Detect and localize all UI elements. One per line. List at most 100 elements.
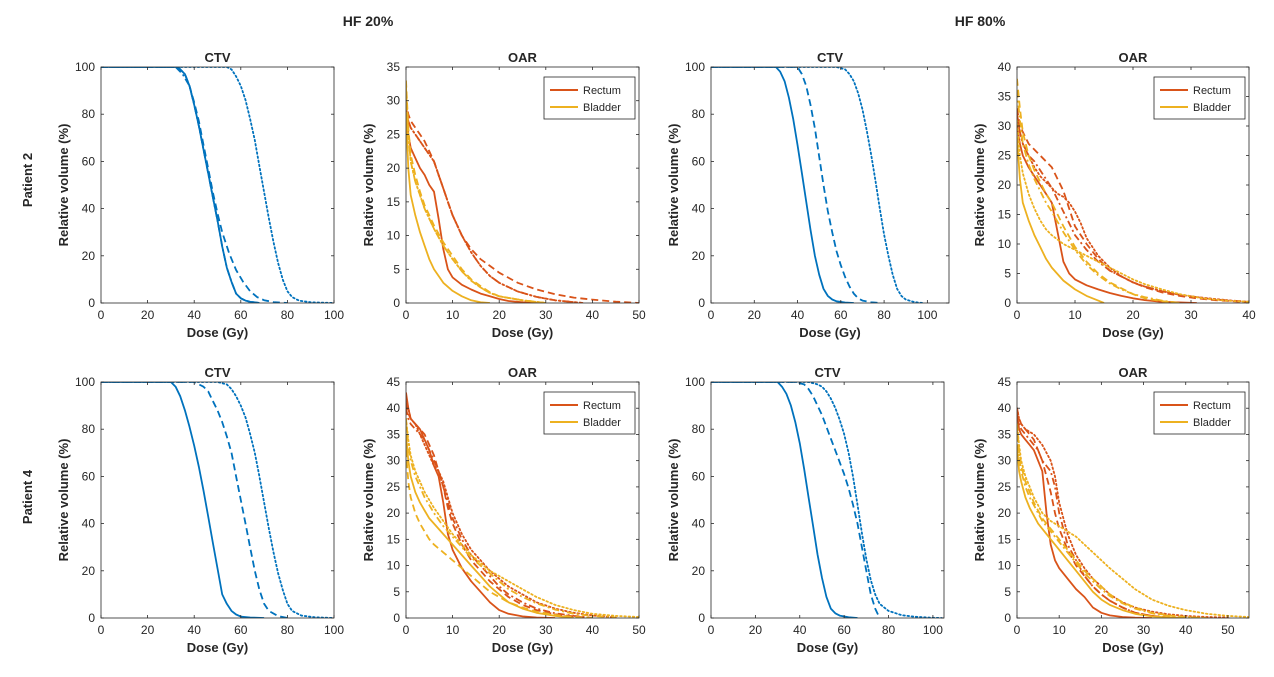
plot-area xyxy=(101,67,334,303)
series-line-ctv-dotted xyxy=(101,382,334,618)
y-tick-label: 35 xyxy=(998,427,1012,441)
y-tick-label: 10 xyxy=(998,237,1012,251)
x-tick-label: 10 xyxy=(446,623,460,637)
y-tick-label: 30 xyxy=(387,454,401,468)
y-tick-label: 100 xyxy=(685,60,705,74)
series-line-rectum-dotted xyxy=(406,396,617,618)
y-tick-label: 5 xyxy=(1004,585,1011,599)
series-line-bladder-solid xyxy=(406,114,490,303)
group-title-hf20: HF 20% xyxy=(343,13,394,29)
y-tick-label: 25 xyxy=(998,149,1012,163)
series-line-rectum-dotted xyxy=(1017,407,1229,618)
y-tick-label: 35 xyxy=(998,90,1012,104)
y-axis-label: Relative volume (%) xyxy=(972,439,987,562)
series-line-ctv-dashdot xyxy=(101,67,260,303)
y-tick-label: 45 xyxy=(387,375,401,389)
x-axis-label: Dose (Gy) xyxy=(187,325,248,340)
y-tick-label: 20 xyxy=(998,178,1012,192)
y-tick-label: 40 xyxy=(692,202,706,216)
series-line-bladder-dotted xyxy=(406,86,547,303)
legend: Rectum Bladder xyxy=(543,391,636,435)
x-tick-label: 60 xyxy=(234,623,248,637)
series-line-bladder-dashdot xyxy=(1017,90,1180,303)
subplot-p2_hf20_ctv: 0 20 40 60 80 100 0 20 40 60 80 100 CTV Dose (Gy) Rela… xyxy=(56,50,344,340)
legend-label-rectum: Rectum xyxy=(583,85,621,97)
y-tick-label: 40 xyxy=(387,401,401,415)
y-tick-label: 15 xyxy=(998,208,1012,222)
y-tick-label: 0 xyxy=(88,611,95,625)
x-tick-label: 10 xyxy=(1053,623,1067,637)
subplot-p2_hf80_oar: 0 10 20 30 40 0 5 10 15 20 25 30 35 40 OAR Dose (Gy) Rel… xyxy=(972,50,1256,340)
series-line-rectum-dashed xyxy=(406,402,593,618)
x-tick-label: 20 xyxy=(141,308,155,322)
x-tick-label: 20 xyxy=(748,308,762,322)
x-tick-label: 40 xyxy=(1242,308,1256,322)
y-tick-label: 0 xyxy=(88,296,95,310)
series-line-bladder-dotted xyxy=(1017,423,1249,618)
series-line-rectum-dashed xyxy=(1017,408,1186,618)
x-axis-label: Dose (Gy) xyxy=(1102,325,1163,340)
y-tick-label: 15 xyxy=(387,195,401,209)
x-tick-label: 60 xyxy=(234,308,248,322)
row-label-patient-4: Patient 4 xyxy=(20,469,35,524)
legend: Rectum Bladder xyxy=(1153,391,1246,435)
x-tick-label: 20 xyxy=(1095,623,1109,637)
subplot-title: CTV xyxy=(817,50,843,65)
x-axis-label: Dose (Gy) xyxy=(492,325,553,340)
y-tick-label: 0 xyxy=(698,611,705,625)
group-title-hf80: HF 80% xyxy=(955,13,1006,29)
plot-area xyxy=(101,382,334,618)
x-tick-label: 30 xyxy=(1184,308,1198,322)
series-group xyxy=(711,382,943,618)
y-tick-label: 30 xyxy=(998,119,1012,133)
x-tick-label: 0 xyxy=(403,308,410,322)
y-tick-label: 0 xyxy=(1004,611,1011,625)
x-tick-label: 100 xyxy=(923,623,943,637)
x-tick-label: 20 xyxy=(493,623,507,637)
axes-box xyxy=(405,66,640,304)
x-axis-label: Dose (Gy) xyxy=(1102,640,1163,655)
x-tick-label: 0 xyxy=(708,308,715,322)
series-line-rectum-dashdot xyxy=(406,408,593,618)
y-tick-label: 40 xyxy=(82,202,96,216)
x-tick-label: 50 xyxy=(632,308,646,322)
y-tick-label: 60 xyxy=(82,469,96,483)
y-tick-label: 10 xyxy=(387,559,401,573)
y-tick-label: 35 xyxy=(387,60,401,74)
x-tick-label: 30 xyxy=(1137,623,1151,637)
series-line-ctv-solid xyxy=(711,67,854,303)
series-line-ctv-dashed xyxy=(711,382,881,618)
y-tick-label: 100 xyxy=(75,60,95,74)
subplot-p4_hf80_ctv: 0 20 40 60 80 100 0 20 40 60 80 100 CTV Dose (Gy) Rela… xyxy=(666,365,945,655)
legend: Rectum Bladder xyxy=(1153,76,1246,120)
y-tick-label: 60 xyxy=(692,469,706,483)
subplot-title: OAR xyxy=(1119,50,1149,65)
plot-area xyxy=(711,67,949,303)
x-tick-label: 80 xyxy=(281,623,295,637)
y-axis-label: Relative volume (%) xyxy=(666,124,681,247)
y-tick-label: 20 xyxy=(692,249,706,263)
axes-box xyxy=(1016,381,1250,619)
y-tick-label: 40 xyxy=(998,60,1012,74)
legend-label-bladder: Bladder xyxy=(1193,417,1231,429)
subplot-p2_hf20_oar: 0 10 20 30 40 50 0 5 10 15 20 25 30 35 OAR Dose (Gy) Rel… xyxy=(361,50,646,340)
y-tick-label: 100 xyxy=(75,375,95,389)
y-tick-label: 20 xyxy=(82,249,96,263)
subplot-title: CTV xyxy=(205,365,231,380)
legend: Rectum Bladder xyxy=(543,76,636,120)
x-tick-label: 100 xyxy=(324,308,344,322)
y-tick-label: 20 xyxy=(692,564,706,578)
y-tick-label: 20 xyxy=(998,506,1012,520)
series-group xyxy=(101,67,334,303)
series-line-rectum-solid xyxy=(1017,413,1153,618)
y-tick-label: 30 xyxy=(387,94,401,108)
series-line-bladder-dashed xyxy=(1017,78,1180,303)
axes-box xyxy=(710,381,945,619)
y-axis-label: Relative volume (%) xyxy=(56,439,71,562)
x-tick-label: 0 xyxy=(403,623,410,637)
y-tick-label: 15 xyxy=(998,532,1012,546)
y-tick-label: 40 xyxy=(998,401,1012,415)
y-tick-label: 100 xyxy=(685,375,705,389)
